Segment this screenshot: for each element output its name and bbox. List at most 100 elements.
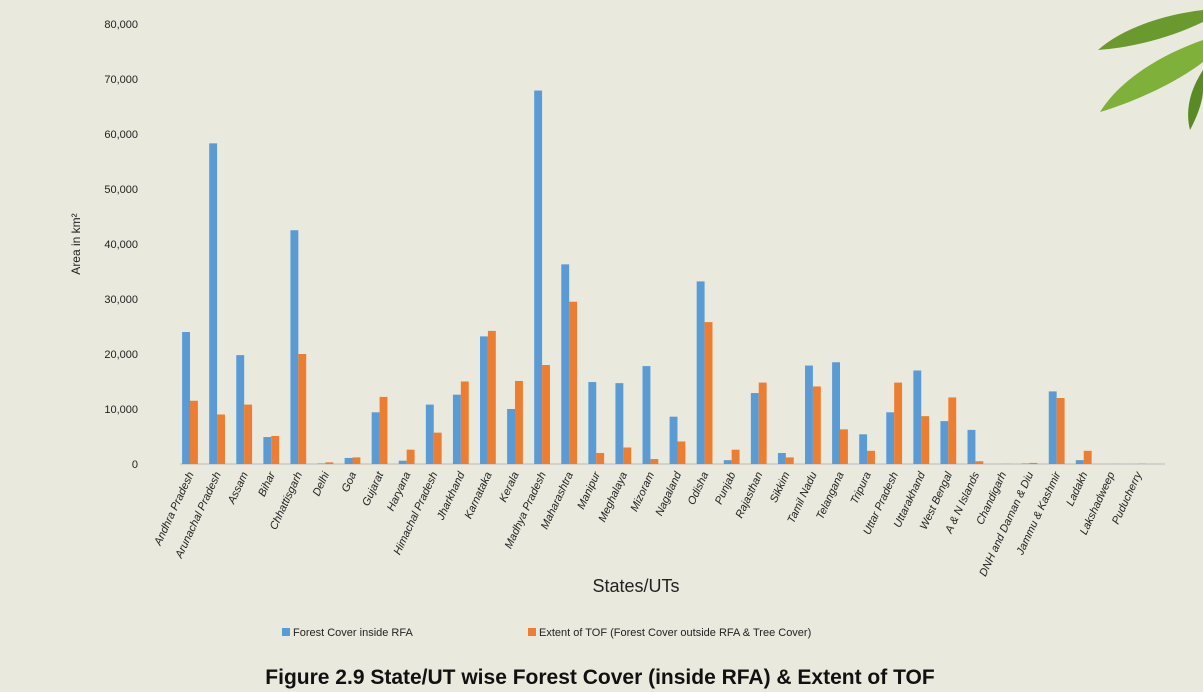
y-tick-label: 0 xyxy=(132,459,138,471)
bar xyxy=(812,386,821,464)
bar xyxy=(182,332,190,464)
x-tick-label: Rajasthan xyxy=(734,470,766,520)
bar xyxy=(588,382,597,464)
bar xyxy=(344,457,353,464)
x-tick-label: Punjab xyxy=(713,470,738,506)
bar xyxy=(371,412,380,464)
bar xyxy=(515,380,523,464)
legend-label: Forest Cover inside RFA xyxy=(293,627,413,639)
bar xyxy=(433,432,442,464)
bar xyxy=(832,362,840,464)
bar xyxy=(236,355,245,464)
bar xyxy=(669,416,678,464)
x-tick-label: Mizoram xyxy=(628,470,657,513)
bar xyxy=(750,393,759,464)
y-tick-label: 70,000 xyxy=(104,74,138,86)
bar xyxy=(290,230,299,464)
bar xyxy=(805,365,813,464)
x-tick-label: Karnataka xyxy=(463,470,495,521)
x-tick-label: Sikkim xyxy=(768,470,793,504)
x-tick-label: Nagaland xyxy=(653,469,684,518)
bar xyxy=(894,382,903,464)
x-tick-label: Haryana xyxy=(385,470,413,513)
bar xyxy=(325,462,334,464)
bar xyxy=(263,437,272,464)
x-tick-label: Manipur xyxy=(575,469,603,511)
x-tick-label: Assam xyxy=(225,470,251,506)
bar xyxy=(921,416,930,464)
bar xyxy=(379,396,388,464)
x-tick-label: Ladakh xyxy=(1064,470,1090,508)
bar xyxy=(723,460,732,464)
bar xyxy=(271,435,280,464)
bar xyxy=(452,394,461,464)
bar xyxy=(940,421,949,464)
legend-label: Extent of TOF (Forest Cover outside RFA … xyxy=(539,627,811,639)
bar xyxy=(460,381,469,464)
x-tick-label: Kerala xyxy=(497,470,521,504)
leaf-decoration xyxy=(1098,10,1203,130)
bar xyxy=(867,450,875,464)
y-axis-label: Area in km² xyxy=(69,213,83,274)
bar xyxy=(480,336,488,464)
bar xyxy=(1021,463,1030,464)
x-tick-label: Telangana xyxy=(814,470,846,521)
bar xyxy=(534,90,543,465)
bar xyxy=(967,429,976,464)
bar xyxy=(596,453,605,464)
bar xyxy=(704,322,713,464)
bar xyxy=(677,441,686,464)
bar xyxy=(406,449,415,464)
y-tick-label: 60,000 xyxy=(104,129,138,141)
bar xyxy=(1075,460,1084,464)
bar xyxy=(696,281,705,464)
bar xyxy=(948,397,957,464)
x-tick-label: Goa xyxy=(340,470,360,494)
bar xyxy=(190,400,198,464)
y-tick-label: 10,000 xyxy=(104,404,138,416)
bar xyxy=(542,365,550,464)
bar xyxy=(859,434,868,464)
bar xyxy=(913,370,922,464)
bar xyxy=(623,447,632,464)
bar xyxy=(731,449,740,464)
x-tick-label: Odisha xyxy=(686,470,712,507)
bar xyxy=(507,409,515,464)
y-tick-label: 50,000 xyxy=(104,184,138,196)
y-tick-label: 20,000 xyxy=(104,349,138,361)
bar xyxy=(244,404,253,464)
bar xyxy=(487,330,496,464)
bar xyxy=(425,404,434,464)
x-axis-label: States/UTs xyxy=(592,576,679,596)
bar xyxy=(1056,398,1065,464)
bar xyxy=(217,414,225,464)
bar xyxy=(398,460,407,464)
bar xyxy=(642,366,651,464)
bar xyxy=(1083,450,1092,464)
bar xyxy=(777,453,786,464)
bar xyxy=(352,457,361,464)
y-tick-label: 80,000 xyxy=(104,19,138,31)
y-tick-label: 30,000 xyxy=(104,294,138,306)
bar xyxy=(975,461,984,464)
legend-swatch xyxy=(282,628,290,636)
x-tick-label: Tripura xyxy=(849,470,874,506)
x-tick-label: Bihar xyxy=(256,469,278,499)
chart-title: Figure 2.9 State/UT wise Forest Cover (i… xyxy=(265,666,935,689)
y-tick-label: 40,000 xyxy=(104,239,138,251)
x-tick-label: Gujarat xyxy=(360,469,387,508)
bar xyxy=(650,459,659,464)
bar xyxy=(886,412,895,464)
bar xyxy=(1029,462,1038,464)
bar xyxy=(317,463,326,464)
bar xyxy=(1048,391,1057,464)
bar xyxy=(569,301,578,464)
bar xyxy=(298,354,307,464)
bar xyxy=(615,383,624,464)
bar xyxy=(840,429,848,464)
bar xyxy=(561,264,570,464)
bar xyxy=(785,457,794,464)
bar xyxy=(209,143,218,464)
legend-swatch xyxy=(528,628,536,636)
